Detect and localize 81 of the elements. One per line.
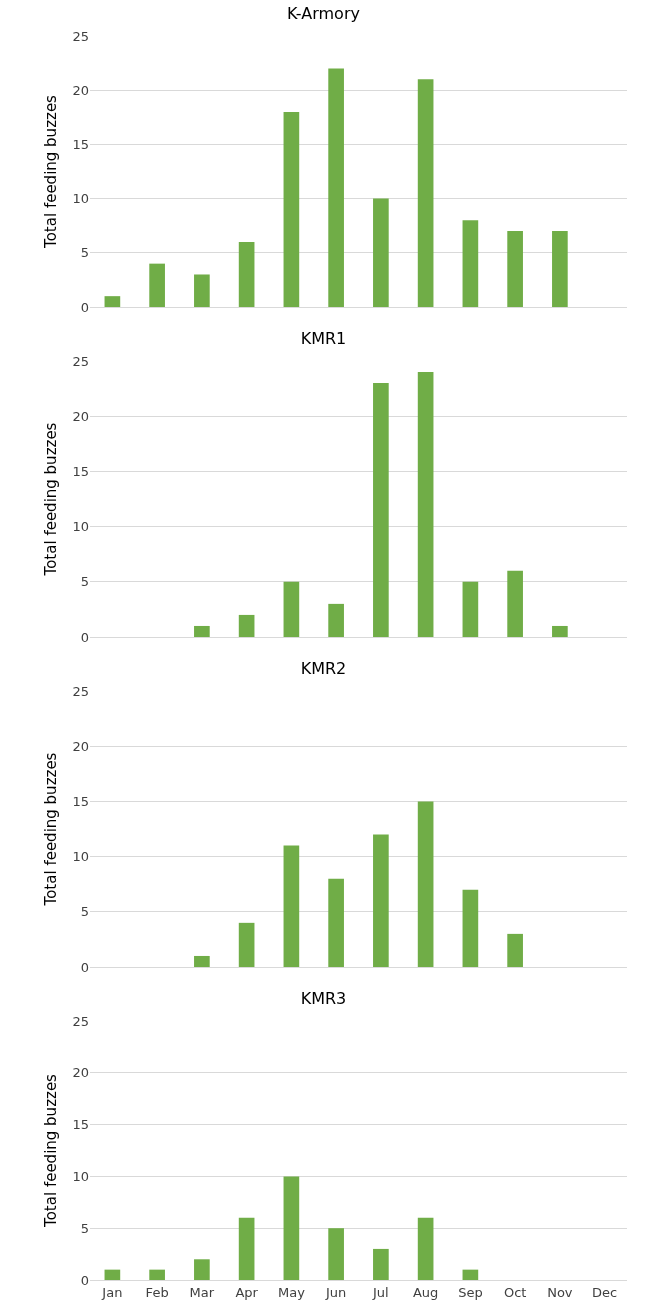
bar (373, 1248, 389, 1280)
y-tick-label: 5 (80, 904, 89, 920)
y-tick-label: 10 (72, 1168, 89, 1184)
bar (104, 1269, 121, 1280)
bar (462, 581, 479, 637)
bar (238, 1217, 255, 1280)
y-tick-label: 15 (72, 136, 89, 152)
y-tick-label: 5 (80, 574, 89, 590)
y-tick-label: 10 (72, 849, 89, 865)
bar (283, 581, 300, 637)
bar (328, 878, 344, 967)
bar (194, 274, 210, 307)
bar (417, 1217, 434, 1280)
y-tick-label: 15 (72, 1117, 89, 1133)
y-tick-label: 10 (72, 519, 89, 535)
y-axis-title: Total feeding buzzes (41, 422, 60, 577)
bar (328, 603, 344, 637)
y-tick-label: 0 (80, 959, 89, 975)
y-tick-label: 25 (72, 353, 89, 369)
x-tick-label: Mar (189, 1284, 215, 1300)
y-tick-label: 5 (80, 245, 89, 261)
bar (194, 955, 210, 967)
bar (417, 79, 434, 307)
y-tick-label: 0 (80, 299, 89, 315)
y-tick-label: 25 (72, 28, 89, 44)
bar (417, 372, 434, 637)
x-tick-label: Dec (592, 1284, 618, 1300)
bar (194, 1259, 210, 1280)
y-tick-label: 20 (72, 82, 89, 98)
x-tick-label: Jan (101, 1284, 123, 1300)
bar (149, 1269, 165, 1280)
bar (238, 922, 255, 967)
y-tick-label: 25 (72, 683, 89, 699)
bar (328, 68, 344, 307)
chart-title: KMR2 (300, 659, 347, 679)
y-tick-label: 0 (80, 1272, 89, 1288)
bar (283, 845, 300, 967)
bar (373, 198, 389, 307)
x-tick-label: Jul (372, 1284, 389, 1300)
x-tick-label: Apr (235, 1284, 259, 1300)
x-tick-label: May (277, 1284, 306, 1300)
bar (552, 625, 568, 637)
y-axis-title: Total feeding buzzes (41, 1073, 60, 1228)
y-tick-label: 25 (72, 1013, 89, 1029)
bar (238, 241, 255, 307)
bar (328, 1228, 344, 1280)
x-tick-label: Sep (458, 1284, 483, 1300)
y-axis-title: Total feeding buzzes (41, 94, 60, 249)
x-tick-label: Nov (547, 1284, 573, 1300)
bar (417, 801, 434, 967)
bar (462, 220, 479, 307)
bar (373, 383, 389, 637)
bar (507, 231, 523, 307)
bar (283, 111, 300, 307)
y-tick-label: 10 (72, 191, 89, 207)
y-tick-label: 20 (72, 1065, 89, 1081)
x-tick-label: Feb (145, 1284, 169, 1300)
chart-title: KMR1 (300, 329, 347, 349)
y-tick-label: 15 (72, 463, 89, 479)
bar (194, 625, 210, 637)
bar (238, 614, 255, 637)
x-tick-label: Jun (324, 1284, 347, 1300)
bar (104, 296, 121, 307)
y-tick-label: 5 (80, 1220, 89, 1236)
y-tick-label: 15 (72, 793, 89, 809)
bar (507, 933, 523, 967)
bar (552, 231, 568, 307)
chart-title: K-Armory (287, 4, 360, 24)
bar (507, 570, 523, 637)
y-tick-label: 20 (72, 738, 89, 754)
x-tick-label: Aug (412, 1284, 439, 1300)
bar (149, 263, 165, 307)
x-tick-label: Oct (503, 1284, 527, 1300)
y-axis-title: Total feeding buzzes (41, 752, 60, 907)
chart-title: KMR3 (300, 989, 347, 1009)
bar (462, 889, 479, 967)
bar (373, 834, 389, 967)
y-tick-label: 0 (80, 629, 89, 645)
bar (462, 1269, 479, 1280)
y-tick-label: 20 (72, 408, 89, 424)
bar (283, 1176, 300, 1280)
